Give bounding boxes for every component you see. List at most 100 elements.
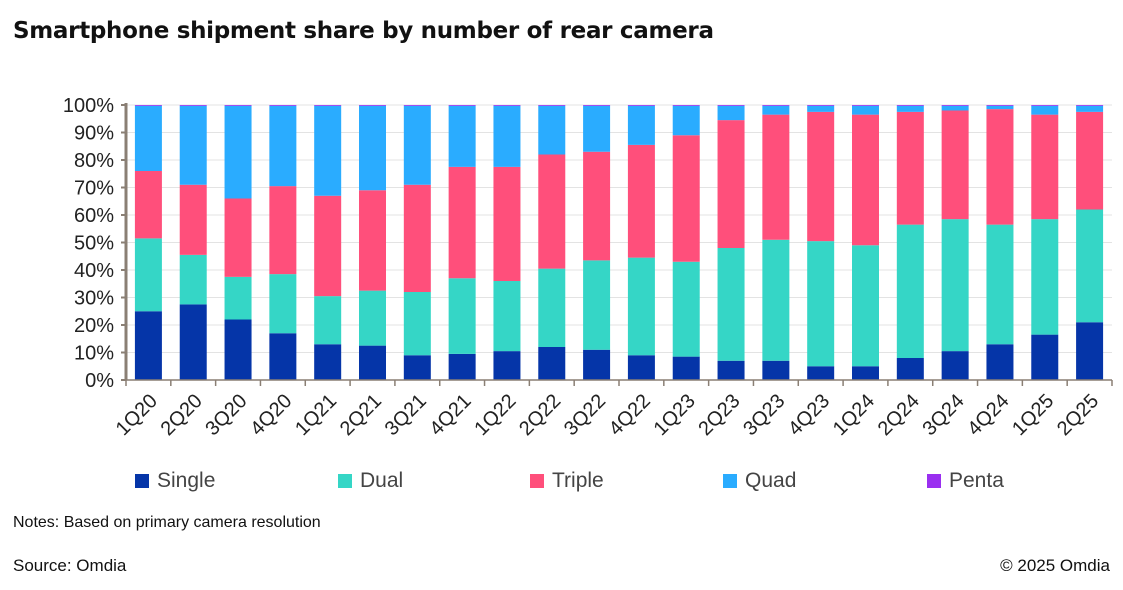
bar-triple: [134, 171, 162, 239]
legend-label: Penta: [949, 469, 1004, 492]
chart-title: Smartphone shipment share by number of r…: [13, 18, 714, 44]
notes: Notes: Based on primary camera resolutio…: [13, 514, 321, 531]
bar-penta: [224, 105, 252, 106]
y-tick-label: 100%: [63, 95, 114, 117]
x-tick-label: 4Q23: [784, 390, 834, 440]
bar-penta: [941, 105, 969, 106]
y-tick-label: 10%: [74, 343, 114, 365]
legend-item-penta: Penta: [927, 469, 1004, 493]
x-tick-label: 4Q24: [963, 390, 1013, 440]
bar-single: [403, 355, 431, 380]
y-tick-label: 70%: [74, 178, 114, 200]
bar-single: [134, 311, 162, 380]
bar-triple: [314, 195, 342, 297]
bar-quad: [896, 105, 924, 112]
x-tick-label: 3Q20: [201, 390, 251, 440]
bar-dual: [717, 248, 745, 361]
x-tick-label: 4Q22: [605, 390, 655, 440]
copyright: © 2025 Omdia: [1000, 556, 1110, 575]
bar-dual: [359, 290, 386, 346]
bar-penta: [269, 105, 297, 106]
bar-quad: [672, 105, 700, 136]
legend-swatch: [723, 474, 737, 488]
y-tick-label: 80%: [74, 150, 114, 172]
bar-penta: [538, 105, 566, 106]
bar-penta: [403, 105, 431, 106]
bar-quad: [269, 105, 297, 187]
bar-single: [269, 333, 297, 380]
bar-dual: [1031, 219, 1059, 335]
bar-dual: [672, 261, 700, 357]
bar-penta: [627, 105, 655, 106]
bar-quad: [762, 105, 790, 115]
x-tick-label: 4Q21: [426, 390, 476, 440]
bar-penta: [986, 105, 1014, 106]
legend-swatch: [530, 474, 544, 488]
x-tick-label: 2Q22: [515, 390, 565, 440]
bar-triple: [448, 166, 476, 279]
bar-single: [179, 304, 207, 380]
y-tick-label: 0%: [85, 370, 114, 392]
bar-quad: [538, 105, 566, 155]
y-tick-label: 50%: [74, 233, 114, 255]
bar-triple: [986, 109, 1014, 225]
bar-single: [224, 319, 252, 380]
bar-penta: [807, 105, 835, 106]
x-tick-label: 1Q24: [829, 390, 879, 440]
bar-single: [717, 360, 745, 380]
x-tick-label: 1Q22: [470, 390, 520, 440]
bar-dual: [896, 224, 924, 358]
bar-triple: [717, 120, 745, 248]
bar-triple: [269, 186, 297, 275]
bar-dual: [583, 260, 611, 350]
bar-dual: [762, 239, 790, 361]
x-tick-label: 1Q23: [650, 390, 700, 440]
y-tick-label: 30%: [74, 288, 114, 310]
bar-penta: [762, 105, 790, 106]
bar-triple: [762, 114, 790, 240]
x-tick-label: 2Q25: [1053, 390, 1103, 440]
legend: Single Dual Triple Quad Penta: [0, 469, 1123, 495]
bar-single: [583, 349, 611, 380]
bar-penta: [493, 105, 521, 106]
legend-swatch: [927, 474, 941, 488]
legend-item-quad: Quad: [723, 469, 796, 493]
bar-single: [672, 356, 700, 380]
bar-triple: [583, 151, 611, 261]
bar-dual: [269, 274, 297, 334]
bar-quad: [627, 105, 655, 145]
bar-quad: [583, 105, 611, 152]
bar-penta: [896, 105, 924, 106]
bar-triple: [852, 114, 879, 246]
source: Source: Omdia: [13, 556, 127, 575]
bar-single: [538, 347, 566, 380]
x-tick-label: 4Q20: [246, 390, 296, 440]
legend-label: Dual: [360, 469, 404, 492]
bar-triple: [224, 198, 252, 277]
stacked-bar-chart: 0%10%20%30%40%50%60%70%80%90%100%1Q202Q2…: [63, 95, 1113, 440]
x-tick-label: 3Q21: [381, 390, 431, 440]
bar-quad: [807, 105, 835, 112]
bar-quad: [179, 105, 207, 185]
bar-single: [448, 353, 476, 380]
bar-single: [314, 344, 342, 380]
legend-swatch: [135, 474, 149, 488]
bar-penta: [717, 105, 745, 106]
bar-dual: [986, 224, 1014, 345]
x-tick-label: 2Q23: [694, 390, 744, 440]
bar-quad: [359, 105, 386, 191]
legend-label: Quad: [745, 469, 797, 492]
x-tick-label: 1Q25: [1008, 390, 1058, 440]
bar-dual: [627, 257, 655, 356]
bar-single: [627, 355, 655, 380]
bar-penta: [134, 105, 162, 106]
bar-single: [1031, 334, 1059, 380]
legend-label: Single: [157, 469, 216, 492]
legend-item-single: Single: [135, 469, 215, 493]
bar-dual: [179, 254, 207, 305]
bar-single: [896, 358, 924, 380]
bar-penta: [852, 105, 879, 106]
bar-single: [359, 345, 386, 380]
bar-penta: [1031, 105, 1059, 106]
bar-dual: [314, 296, 342, 345]
